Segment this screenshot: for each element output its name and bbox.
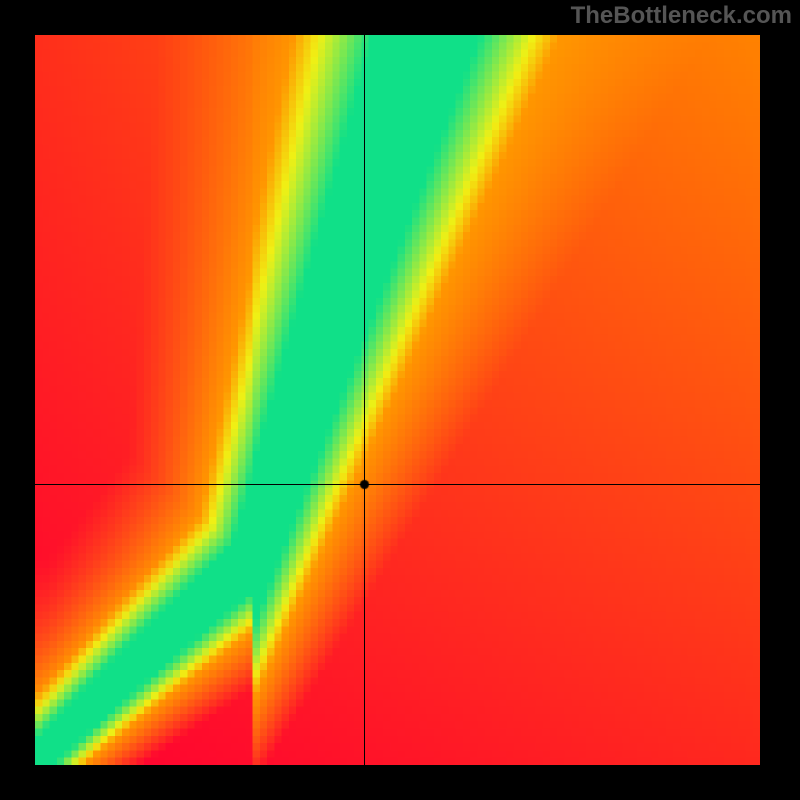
crosshair-vertical <box>364 35 365 765</box>
crosshair-horizontal <box>35 484 760 485</box>
heatmap-canvas <box>35 35 760 765</box>
watermark-text: TheBottleneck.com <box>571 2 792 30</box>
crosshair-marker <box>359 479 370 490</box>
chart-container: TheBottleneck.com <box>0 0 800 800</box>
